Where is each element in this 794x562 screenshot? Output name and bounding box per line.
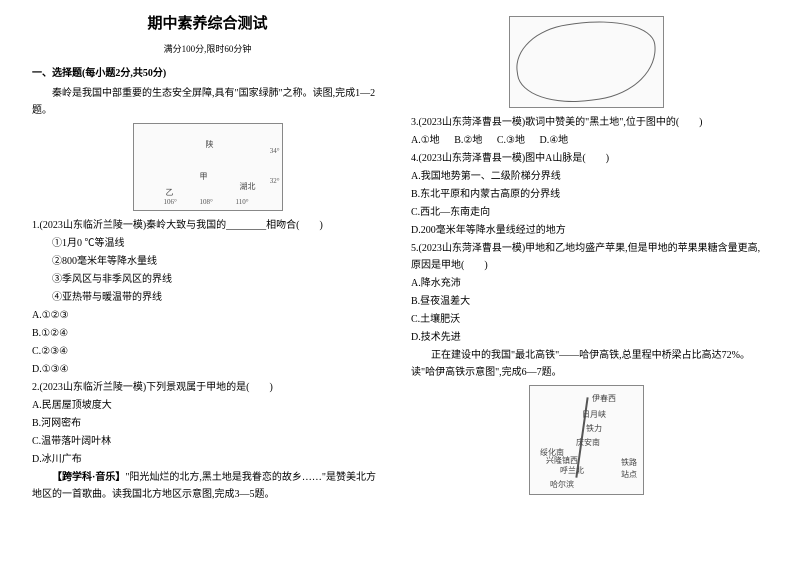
- figure-label: 陕: [206, 138, 214, 152]
- q2-opt-d: D.冰川广布: [32, 451, 383, 468]
- figure-label: 甲: [200, 170, 208, 184]
- q1-opt-a: A.①②③: [32, 307, 383, 324]
- doc-title: 期中素养综合测试: [32, 12, 383, 38]
- map-outline: [511, 16, 661, 108]
- q2-opt-c: C.温带落叶阔叶林: [32, 433, 383, 450]
- q3-opt-d: D.④地: [539, 132, 568, 149]
- figure-3-rail: 伊春西 日月峡 铁力 庆安南 绥化南 兴隆镇西 呼兰北 哈尔滨 铁路 站点: [411, 385, 762, 495]
- q1-opt-c: C.②③④: [32, 343, 383, 360]
- q1-circled-2: ②800毫米年等降水量线: [32, 253, 383, 270]
- doc-subtitle: 满分100分,限时60分钟: [32, 42, 383, 57]
- figure-label: 湖北: [240, 180, 256, 194]
- q4-opt-b: B.东北平原和内蒙古高原的分界线: [411, 186, 762, 203]
- figure-2-box: [509, 16, 664, 108]
- lon-label: 106°: [164, 197, 177, 209]
- rail-paragraph: 正在建设中的我国"最北高铁"——哈伊高铁,总里程中桥梁占比高达72%。读"哈伊高…: [411, 347, 762, 381]
- question-2: 2.(2023山东临沂兰陵一模)下列景观属于甲地的是( ): [32, 379, 383, 396]
- intro-paragraph: 秦岭是我国中部重要的生态安全屏障,具有"国家绿肺"之称。读图,完成1—2题。: [32, 85, 383, 119]
- lon-label: 110°: [236, 197, 249, 209]
- figure-1-map: 陕 甲 乙 湖北 34° 32° 106° 108° 110°: [32, 123, 383, 211]
- right-column: 3.(2023山东菏泽曹县一模)歌词中赞美的"黑土地",位于图中的( ) A.①…: [397, 12, 770, 550]
- legend-station: 站点: [621, 468, 637, 482]
- q3-opt-b: B.②地: [454, 132, 482, 149]
- question-1: 1.(2023山东临沂兰陵一模)秦岭大致与我国的________相吻合( ): [32, 217, 383, 234]
- lon-label: 108°: [200, 197, 213, 209]
- figure-3-box: 伊春西 日月峡 铁力 庆安南 绥化南 兴隆镇西 呼兰北 哈尔滨 铁路 站点: [529, 385, 644, 495]
- q1-circled-3: ③季风区与非季风区的界线: [32, 271, 383, 288]
- q1-circled-1: ①1月0 ℃等温线: [32, 235, 383, 252]
- q3-opts: A.①地 B.②地 C.③地 D.④地: [411, 132, 762, 149]
- lat-label: 34°: [270, 146, 280, 158]
- question-5: 5.(2023山东菏泽曹县一模)甲地和乙地均盛产苹果,但是甲地的苹果果糖含量更高…: [411, 240, 762, 274]
- q5-opt-a: A.降水充沛: [411, 275, 762, 292]
- left-column: 期中素养综合测试 满分100分,限时60分钟 一、选择题(每小题2分,共50分)…: [24, 12, 397, 550]
- q5-opt-c: C.土壤肥沃: [411, 311, 762, 328]
- station-label: 日月峡: [582, 408, 606, 422]
- station-label: 铁力: [586, 422, 602, 436]
- inter-label: 【跨学科·音乐】: [52, 472, 125, 483]
- q1-opt-d: D.①③④: [32, 361, 383, 378]
- figure-1-box: 陕 甲 乙 湖北 34° 32° 106° 108° 110°: [133, 123, 283, 211]
- station-label: 呼兰北: [560, 464, 584, 478]
- station-label: 哈尔滨: [550, 478, 574, 492]
- interdisciplinary-note: 【跨学科·音乐】"阳光灿烂的北方,黑土地是我眷恋的故乡……"是赞美北方地区的一首…: [32, 469, 383, 503]
- q5-opt-b: B.昼夜温差大: [411, 293, 762, 310]
- q2-opt-a: A.民居屋顶坡度大: [32, 397, 383, 414]
- question-3: 3.(2023山东菏泽曹县一模)歌词中赞美的"黑土地",位于图中的( ): [411, 114, 762, 131]
- q1-opt-b: B.①②④: [32, 325, 383, 342]
- q3-opt-c: C.③地: [497, 132, 525, 149]
- q2-opt-b: B.河网密布: [32, 415, 383, 432]
- q3-opt-a: A.①地: [411, 132, 440, 149]
- lat-label: 32°: [270, 176, 280, 188]
- question-4: 4.(2023山东菏泽曹县一模)图中A山脉是( ): [411, 150, 762, 167]
- station-label: 伊春西: [592, 392, 616, 406]
- figure-2-map: [411, 16, 762, 108]
- q4-opt-d: D.200毫米年等降水量线经过的地方: [411, 222, 762, 239]
- section-header: 一、选择题(每小题2分,共50分): [32, 65, 383, 82]
- q4-opt-a: A.我国地势第一、二级阶梯分界线: [411, 168, 762, 185]
- q1-circled-4: ④亚热带与暖温带的界线: [32, 289, 383, 306]
- q4-opt-c: C.西北—东南走向: [411, 204, 762, 221]
- q5-opt-d: D.技术先进: [411, 329, 762, 346]
- station-label: 庆安南: [576, 436, 600, 450]
